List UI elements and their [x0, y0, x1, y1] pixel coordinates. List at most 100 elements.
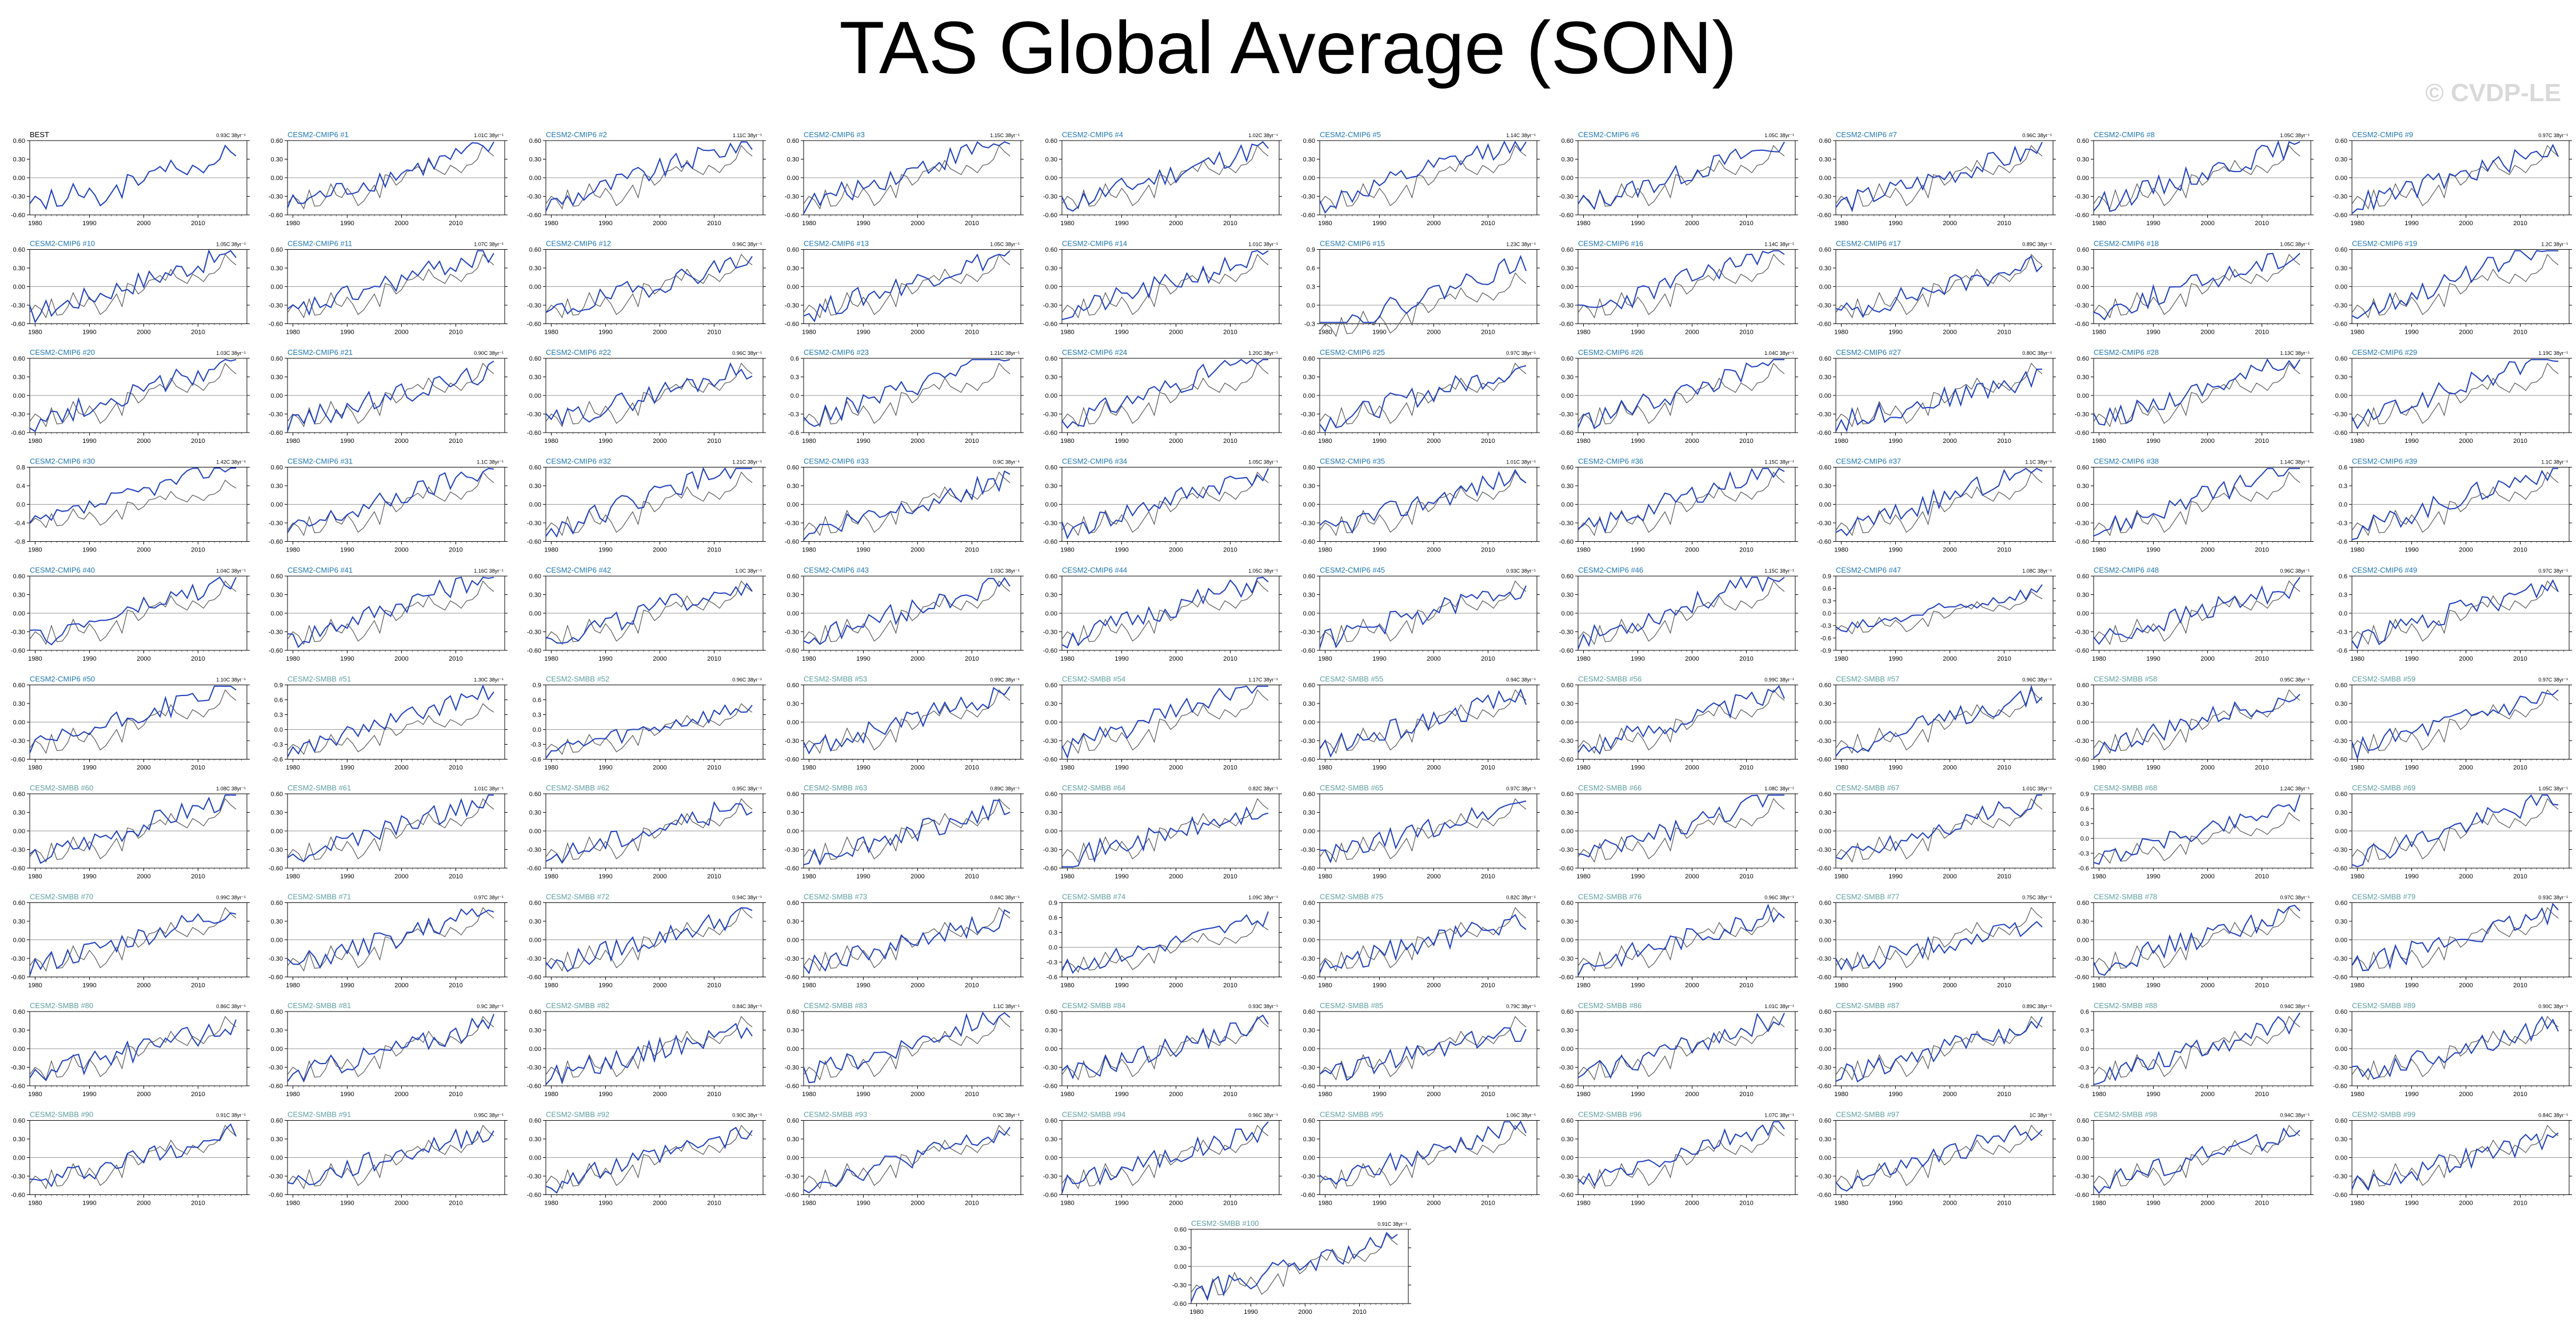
x-tick-label: 1990: [82, 765, 96, 772]
y-tick-label: 0.60: [2335, 247, 2347, 254]
panel-trend: 0.91C 38yr⁻¹: [1377, 1221, 1407, 1227]
x-tick-label: 2000: [1427, 982, 1440, 989]
y-tick-label: 0.30: [2335, 810, 2347, 817]
x-tick-label: 2000: [137, 438, 150, 445]
y-tick-label: 0.30: [1045, 265, 1057, 272]
x-tick-label: 1990: [1888, 438, 1902, 445]
x-tick-label: 1990: [1372, 438, 1386, 445]
x-tick-label: 1980: [2092, 655, 2106, 662]
y-tick-label: -0.60: [1301, 1192, 1315, 1199]
x-tick-label: 1990: [82, 1091, 96, 1098]
x-tick-label: 2010: [2255, 1200, 2269, 1207]
panel-title: CESM2-SMBB #66: [1578, 784, 1642, 792]
y-tick-label: -0.30: [2333, 1065, 2347, 1072]
y-tick-label: -0.3: [1304, 321, 1315, 328]
y-tick-label: 0.00: [1561, 720, 1573, 726]
x-tick-label: 2010: [449, 765, 462, 772]
x-tick-label: 1980: [286, 982, 299, 989]
panel-member-14: CESM2-CMIP6 #14 1.01C 38yr⁻¹ 0.60 0.30 0.00 -…: [1043, 239, 1282, 336]
x-tick-label: 2010: [965, 329, 979, 336]
panel-title: CESM2-SMBB #75: [1320, 893, 1383, 901]
x-tick-label: 1980: [1576, 765, 1590, 772]
x-tick-label: 2010: [449, 655, 462, 662]
x-tick-label: 2000: [1169, 438, 1183, 445]
x-tick-label: 2000: [1427, 1200, 1440, 1207]
x-tick-label: 2010: [1997, 873, 2011, 880]
series-line-member: [287, 250, 494, 316]
series-line-member: [1577, 1013, 1785, 1079]
y-tick-label: 0.30: [2335, 265, 2347, 272]
panel-trend: 1.02C 38yr⁻¹: [1248, 133, 1278, 138]
y-tick-label: 0.30: [2335, 918, 2347, 925]
x-tick-label: 2000: [653, 655, 666, 662]
panel-trend: 0.97C 38yr⁻¹: [1506, 350, 1536, 356]
x-tick-label: 2000: [1685, 655, 1699, 662]
y-tick-label: 0.00: [2077, 937, 2089, 944]
y-tick-label: 0.00: [529, 1046, 541, 1053]
y-tick-label: 0.30: [1819, 265, 1831, 272]
panel-trend: 0.9C 38yr⁻¹: [993, 1113, 1020, 1118]
y-tick-label: -0.30: [2075, 956, 2089, 962]
x-tick-label: 2010: [707, 329, 721, 336]
panel-title: CESM2-CMIP6 #49: [2352, 566, 2417, 574]
x-tick-label: 2000: [394, 873, 408, 880]
panel-trend: 1.1C 38yr⁻¹: [2541, 459, 2568, 465]
panel-member-86: CESM2-SMBB #86 1.01C 38yr⁻¹ 0.60 0.30 0.00 -0…: [1559, 1001, 1798, 1098]
x-tick-label: 1990: [1372, 982, 1386, 989]
y-tick-label: -0.60: [785, 757, 799, 764]
x-tick-label: 1980: [28, 1091, 42, 1098]
panel-title: CESM2-SMBB #54: [1062, 675, 1125, 684]
series-line-observed: [287, 254, 494, 319]
x-tick-label: 2000: [1427, 1091, 1440, 1098]
y-tick-label: -0.60: [785, 974, 799, 981]
x-tick-label: 2000: [1169, 1091, 1183, 1098]
panel-trend: 1.15C 38yr⁻¹: [1764, 568, 1794, 574]
y-tick-label: 0.30: [1819, 157, 1831, 163]
y-tick-label: 0.6: [533, 697, 541, 704]
x-tick-label: 2000: [1685, 1200, 1699, 1207]
y-tick-label: -0.60: [2075, 757, 2089, 764]
x-tick-label: 1990: [1631, 765, 1644, 772]
series-line-member: [29, 1019, 237, 1081]
y-tick-label: 0.3: [1823, 598, 1831, 605]
x-tick-label: 2010: [1223, 329, 1237, 336]
y-tick-label: -0.30: [11, 956, 25, 962]
panel-trend: 1.16C 38yr⁻¹: [474, 568, 504, 574]
panel-trend: 0.94C 38yr⁻¹: [732, 895, 762, 901]
y-tick-label: 0.60: [787, 791, 799, 798]
x-tick-label: 1990: [2405, 438, 2418, 445]
x-tick-label: 1980: [544, 1200, 558, 1207]
series-line-observed: [1577, 145, 1785, 210]
y-tick-label: -0.60: [1559, 321, 1573, 328]
panel-trend: 0.89C 38yr⁻¹: [2022, 1004, 2052, 1009]
x-tick-label: 1990: [1631, 547, 1644, 554]
y-tick-label: 0.30: [13, 1028, 25, 1034]
x-tick-label: 2010: [1223, 220, 1237, 227]
x-tick-label: 1980: [2092, 547, 2106, 554]
panel-member-84: CESM2-SMBB #84 0.93C 38yr⁻¹ 0.60 0.30 0.00 -0…: [1043, 1001, 1282, 1098]
series-line-observed: [545, 580, 753, 645]
panel-title: CESM2-SMBB #83: [804, 1001, 867, 1010]
y-tick-label: -0.60: [1301, 539, 1315, 546]
x-tick-label: 1990: [598, 438, 612, 445]
y-tick-label: 0.30: [13, 918, 25, 925]
panel-title: CESM2-CMIP6 #21: [287, 348, 353, 357]
panel-best: BEST 0.93C 38yr⁻¹0.600.300.00-0.30-0.6019…: [11, 130, 250, 227]
panel-member-91: CESM2-SMBB #91 0.95C 38yr⁻¹ 0.60 0.30 0.00 -0…: [269, 1110, 508, 1207]
x-tick-label: 2000: [2459, 1091, 2473, 1098]
series-line-observed: [1319, 145, 1527, 210]
x-tick-label: 2010: [1223, 765, 1237, 772]
panel-title: CESM2-CMIP6 #14: [1062, 239, 1127, 248]
x-tick-label: 1990: [856, 329, 870, 336]
series-line-member: [2351, 250, 2558, 319]
y-tick-label: -0.6: [2337, 647, 2347, 654]
panel-member-34: CESM2-CMIP6 #34 1.05C 38yr⁻¹ 0.60 0.30 0.00 -…: [1043, 457, 1282, 554]
panel-member-18: CESM2-CMIP6 #18 1.05C 38yr⁻¹ 0.60 0.30 0.00 -…: [2075, 239, 2314, 336]
y-tick-label: 0.30: [2077, 157, 2089, 163]
series-line-member: [2093, 358, 2301, 426]
series-line-observed: [1319, 689, 1527, 754]
y-tick-label: 0.60: [529, 465, 541, 471]
x-tick-label: 1990: [1372, 329, 1386, 336]
x-tick-label: 1980: [2350, 547, 2364, 554]
y-tick-label: 0.60: [271, 791, 283, 798]
